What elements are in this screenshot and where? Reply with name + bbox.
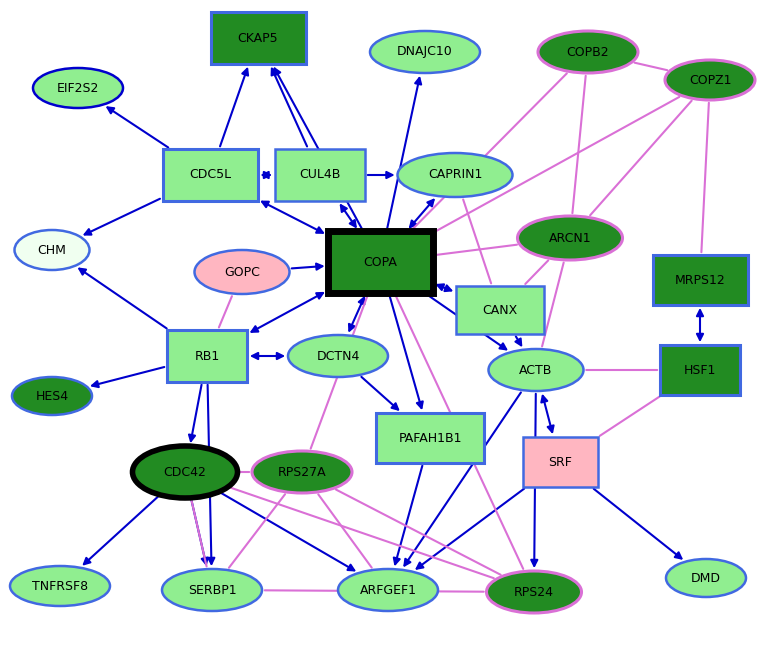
Ellipse shape [12, 377, 92, 415]
Text: CDC5L: CDC5L [189, 169, 231, 181]
FancyBboxPatch shape [660, 345, 740, 395]
Text: SERBP1: SERBP1 [188, 584, 237, 596]
Ellipse shape [10, 566, 110, 606]
Ellipse shape [665, 60, 755, 100]
Ellipse shape [666, 559, 746, 597]
FancyBboxPatch shape [275, 149, 365, 201]
Text: DCTN4: DCTN4 [317, 349, 360, 363]
FancyBboxPatch shape [167, 330, 247, 382]
Ellipse shape [288, 335, 388, 377]
Text: CKAP5: CKAP5 [237, 31, 279, 44]
Text: RB1: RB1 [194, 349, 220, 363]
Text: COPZ1: COPZ1 [689, 74, 731, 86]
Text: DMD: DMD [691, 572, 721, 584]
Ellipse shape [133, 446, 237, 498]
Text: EIF2S2: EIF2S2 [57, 82, 99, 94]
Text: ARFGEF1: ARFGEF1 [359, 584, 417, 596]
Text: RPS27A: RPS27A [278, 465, 327, 479]
FancyBboxPatch shape [376, 413, 484, 463]
Text: ARCN1: ARCN1 [549, 232, 591, 244]
FancyBboxPatch shape [327, 231, 432, 293]
FancyBboxPatch shape [210, 12, 306, 64]
Ellipse shape [195, 250, 289, 294]
Ellipse shape [162, 569, 262, 611]
Text: COPA: COPA [363, 256, 397, 268]
Ellipse shape [518, 216, 622, 260]
Ellipse shape [370, 31, 480, 73]
Text: RPS24: RPS24 [514, 586, 554, 598]
Text: MRPS12: MRPS12 [674, 274, 726, 286]
Text: CAPRIN1: CAPRIN1 [428, 169, 482, 181]
Text: GOPC: GOPC [224, 266, 260, 278]
Ellipse shape [338, 569, 438, 611]
Ellipse shape [487, 571, 581, 613]
FancyBboxPatch shape [522, 437, 598, 487]
Ellipse shape [15, 230, 89, 270]
Ellipse shape [33, 68, 123, 108]
Text: DNAJC10: DNAJC10 [397, 46, 453, 58]
Ellipse shape [252, 451, 352, 493]
Text: CHM: CHM [37, 244, 67, 256]
Text: HES4: HES4 [36, 390, 68, 402]
Text: PAFAH1B1: PAFAH1B1 [398, 432, 462, 444]
Text: COPB2: COPB2 [566, 46, 609, 58]
Text: TNFRSF8: TNFRSF8 [32, 580, 88, 592]
Text: HSF1: HSF1 [684, 363, 716, 376]
FancyBboxPatch shape [162, 149, 258, 201]
FancyBboxPatch shape [456, 286, 544, 334]
Text: SRF: SRF [548, 456, 572, 469]
Ellipse shape [397, 153, 512, 197]
Ellipse shape [489, 349, 584, 391]
Text: CDC42: CDC42 [164, 465, 206, 479]
Text: ACTB: ACTB [519, 363, 553, 376]
Text: CANX: CANX [483, 303, 518, 317]
FancyBboxPatch shape [653, 255, 747, 305]
Text: CUL4B: CUL4B [300, 169, 341, 181]
Ellipse shape [538, 31, 638, 73]
